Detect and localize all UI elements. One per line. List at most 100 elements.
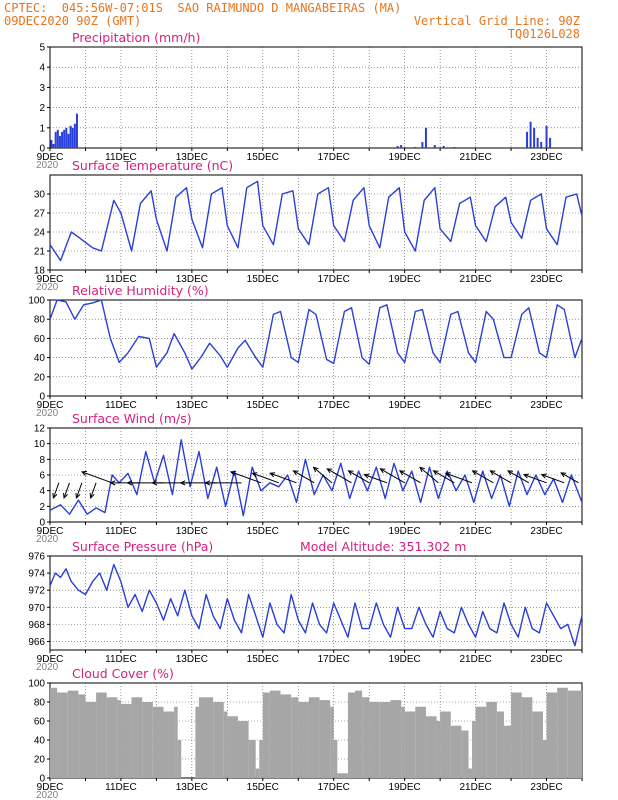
wind-vector: [507, 470, 530, 484]
pressure-xtick-label: 19DEC: [389, 654, 421, 665]
cloud-bar: [390, 700, 402, 778]
wind-ytick-label: 2: [39, 502, 45, 513]
cloud-bar: [308, 697, 320, 778]
cloud-year-label: 2020: [36, 790, 59, 800]
precipitation-bar: [549, 137, 552, 148]
wind-vector-head: [52, 492, 58, 499]
humidity-frame: [49, 299, 583, 397]
pressure-frame: [49, 555, 583, 651]
cloud-bar: [461, 730, 469, 778]
precipitation-xtick-label: 13DEC: [176, 152, 208, 163]
temperature-line: [49, 180, 583, 262]
temperature-year-label: 2020: [36, 282, 59, 293]
wind-ytick-label: 0: [39, 518, 45, 529]
cloud-panel: 0 20 40 60 80 100 9DEC 11DEC 13DEC 15DEC 17DEC 19DE…: [28, 666, 583, 800]
cloud-bar: [369, 702, 380, 778]
cloud-bar: [131, 697, 143, 778]
cloud-bar: [486, 702, 497, 778]
precipitation-bar: [424, 127, 427, 148]
wind-vector-head: [398, 470, 405, 476]
wind-frame: [49, 427, 583, 523]
humidity-xtick-label: 17DEC: [318, 400, 350, 411]
wind-vector-head: [347, 470, 354, 476]
cloud-bar: [415, 706, 426, 778]
cloud-bar: [237, 721, 249, 778]
cloud-xtick-label: 21DEC: [459, 782, 491, 793]
cloud-bar: [142, 702, 153, 778]
cloud-bar: [355, 690, 363, 778]
humidity-xtick-label: 15DEC: [247, 400, 279, 411]
wind-xtick-label: 15DEC: [247, 526, 279, 537]
precipitation-bar: [442, 145, 445, 148]
wind-vector: [523, 474, 547, 484]
temperature-xtick-label: 21DEC: [459, 274, 491, 285]
cloud-bar: [347, 692, 356, 778]
precipitation-bar: [396, 145, 399, 148]
wind-title: Surface Wind (m/s): [72, 411, 192, 426]
wind-xtick-label: 19DEC: [389, 526, 421, 537]
wind-ytick-label: 10: [34, 439, 46, 450]
cloud-bar: [96, 692, 107, 778]
cloud-bar: [362, 697, 370, 778]
cloud-bar: [503, 725, 512, 778]
humidity-xtick-label: 21DEC: [459, 400, 491, 411]
wind-ytick-label: 12: [34, 424, 46, 435]
precipitation-bar: [414, 146, 417, 148]
cloud-xtick-label: 11DEC: [105, 782, 137, 793]
cloud-bar: [195, 706, 199, 778]
temperature-ytick-label: 24: [34, 228, 46, 239]
cloud-bar: [440, 711, 451, 778]
wind-vector-head: [75, 492, 81, 499]
precipitation-bar: [453, 146, 456, 148]
precipitation-xtick-label: 21DEC: [459, 152, 491, 163]
cloud-bar: [248, 740, 256, 778]
humidity-xtick-label: 9DEC: [37, 400, 64, 411]
humidity-ytick-label: 40: [34, 353, 46, 364]
humidity-ytick-label: 100: [28, 296, 45, 307]
humidity-ytick-label: 20: [34, 372, 46, 383]
cloud-bar: [330, 706, 334, 778]
precipitation-xtick-label: 11DEC: [105, 152, 137, 163]
wind-vector-head: [251, 472, 258, 478]
temperature-ytick-label: 30: [34, 190, 46, 201]
cloud-bar: [78, 694, 86, 778]
precipitation-bar: [56, 129, 59, 148]
cloud-bar: [472, 721, 476, 778]
pressure-xtick-label: 15DEC: [247, 654, 279, 665]
cloud-title: Cloud Cover (%): [72, 666, 174, 681]
cloud-bar: [223, 711, 228, 778]
humidity-title: Relative Humidity (%): [72, 283, 209, 298]
wind-ytick-label: 8: [39, 455, 45, 466]
humidity-xtick-label: 13DEC: [176, 400, 208, 411]
cloud-ytick-label: 20: [34, 755, 46, 766]
wind-vector: [348, 470, 370, 484]
wind-vector-head: [419, 466, 425, 473]
wind-line: [49, 439, 583, 517]
pressure-panel: 966 968 970 972 974 976 9DEC 11DEC 13DEC 15DEC 17D…: [28, 539, 583, 673]
precipitation-xtick-label: 9DEC: [37, 152, 64, 163]
wind-vector: [472, 470, 494, 484]
cloud-bar: [557, 687, 568, 778]
temperature-xtick-label: 11DEC: [105, 274, 137, 285]
humidity-ytick-label: 80: [34, 315, 46, 326]
pressure-ytick-label: 976: [28, 552, 45, 563]
wind-vector-head: [63, 492, 68, 499]
wind-xtick-label: 11DEC: [105, 526, 137, 537]
precipitation-bar: [50, 139, 53, 148]
cloud-bar: [291, 697, 299, 778]
wind-vector: [326, 468, 352, 484]
humidity-year-label: 2020: [36, 408, 59, 419]
precipitation-title: Precipitation (mm/h): [72, 30, 200, 45]
precipitation-bar: [67, 133, 70, 148]
wind-xtick-label: 21DEC: [459, 526, 491, 537]
pressure-ytick-label: 968: [28, 620, 45, 631]
pressure-xtick-label: 13DEC: [176, 654, 208, 665]
temperature-xtick-label: 13DEC: [176, 274, 208, 285]
wind-vector-head: [269, 472, 276, 478]
cloud-bar: [198, 697, 214, 778]
wind-xtick-label: 9DEC: [37, 526, 64, 537]
cloud-bar: [163, 711, 175, 778]
header-model-code: TQ0126L028: [507, 27, 580, 41]
cloud-bar: [259, 740, 263, 778]
